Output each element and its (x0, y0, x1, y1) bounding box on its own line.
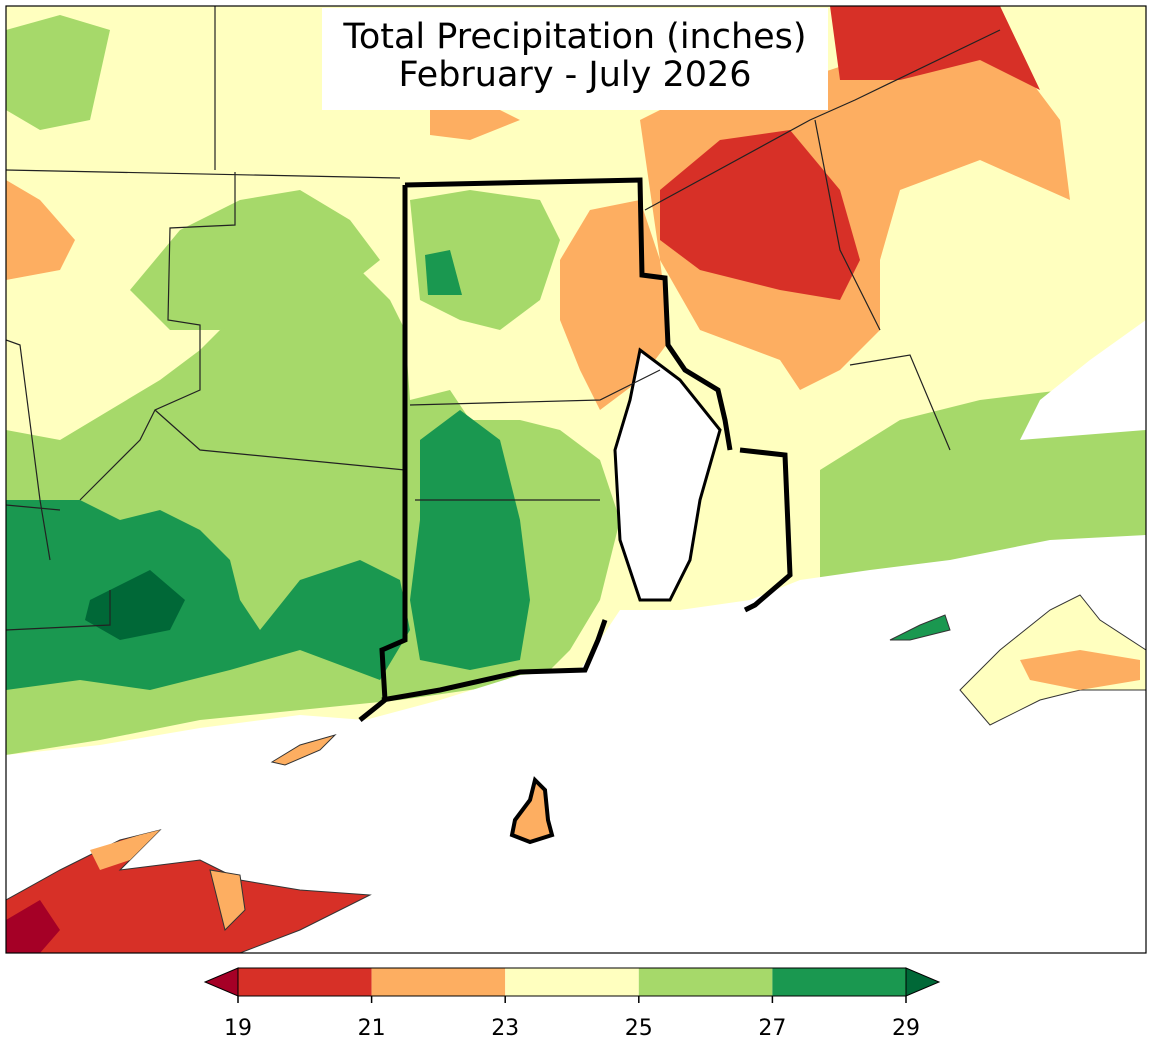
colorbar-tick-label: 27 (758, 1016, 786, 1041)
colorbar: 19 21 23 25 27 29 (203, 967, 941, 1041)
colorbar-tick-label: 19 (224, 1016, 252, 1041)
ocean (6, 535, 1146, 953)
county-borders (6, 6, 1001, 631)
buzzards-bay (1020, 320, 1146, 440)
title-box (322, 8, 828, 110)
title-line: February - July 2026 (398, 55, 751, 95)
zone-green (410, 410, 530, 670)
zone-red (830, 6, 1040, 90)
colorbar-tick-label: 25 (625, 1016, 653, 1041)
map (6, 6, 1146, 953)
island (889, 614, 951, 641)
narragansett-bay (613, 347, 722, 602)
block-island (509, 776, 555, 845)
zone-green (6, 500, 410, 690)
zone-orange (90, 830, 160, 870)
zone-light-green (130, 190, 380, 330)
zone-orange (1020, 650, 1140, 690)
colorbar-over (905, 967, 941, 997)
map-frame (5, 5, 1147, 954)
colorbar-under (203, 967, 239, 997)
colorbar-tick-label: 23 (491, 1016, 519, 1041)
island (270, 733, 337, 766)
zone-orange (6, 180, 75, 280)
zone-green (425, 250, 462, 295)
colorbar-tick-label: 21 (358, 1016, 386, 1041)
colorbar-frame (237, 967, 907, 997)
colorbar-segment (772, 968, 906, 996)
zone-red (660, 130, 860, 300)
colorbar-segment (638, 968, 773, 996)
zone-dark-red (6, 900, 60, 953)
colorbar-segment (238, 968, 372, 996)
colorbar-tick-label: 29 (892, 1016, 920, 1041)
zone-orange (209, 869, 246, 931)
colorbar-segment (371, 968, 506, 996)
colorbar-segment (505, 968, 639, 996)
state-borders (358, 177, 793, 722)
zone-light-green (6, 15, 110, 130)
title-line: Total Precipitation (inches) (342, 17, 806, 57)
zone-orange (640, 40, 1070, 390)
